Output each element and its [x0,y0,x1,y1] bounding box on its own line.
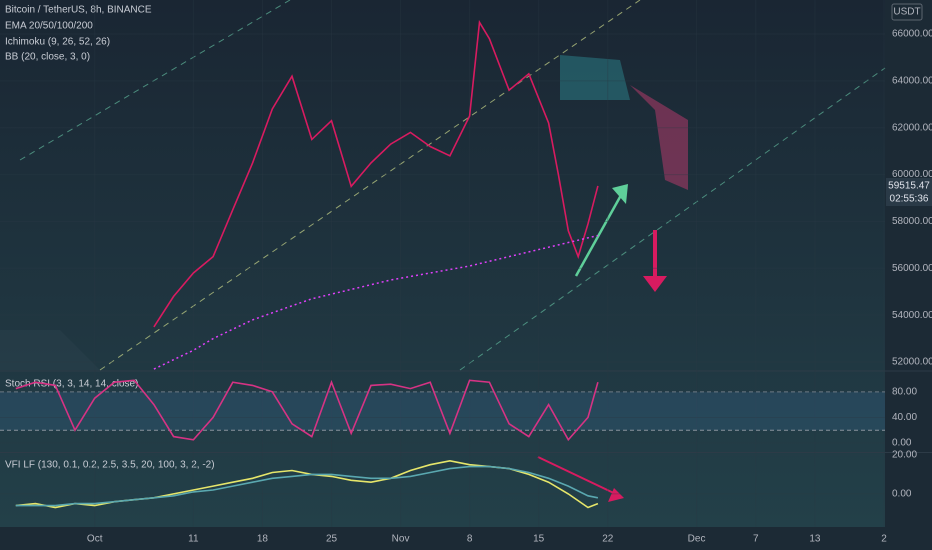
y-tick-label: 0.00 [892,438,912,449]
trend-line [19,0,291,161]
y-tick-label: 40.00 [892,412,917,423]
indicator-label[interactable]: EMA 20/50/100/200 [5,21,93,32]
x-tick-label: 8 [467,534,473,545]
x-tick-label: 2 [881,534,887,545]
bb-band [0,330,100,370]
vfi-arrow-head [608,488,624,502]
vfi-arrow [537,456,621,497]
series-line [15,379,599,442]
x-tick-label: Oct [87,534,103,545]
y-tick-label: 0.00 [892,489,912,500]
series-line [153,234,599,370]
down-arrow-head [643,276,667,292]
chart-title: Bitcoin / TetherUS, 8h, BINANCE [5,5,152,16]
y-tick-label: 56000.00 [892,263,932,274]
countdown: 02:55:36 [890,194,929,205]
indicator-label[interactable]: Ichimoku (9, 26, 52, 26) [5,37,110,48]
indicator-label[interactable]: BB (20, close, 3, 0) [5,52,90,63]
x-tick-label: 25 [326,534,338,545]
series-line [153,19,599,328]
x-tick-label: 18 [257,534,269,545]
price-axis-background [885,0,932,550]
x-tick-label: Dec [688,534,706,545]
x-tick-label: 13 [809,534,821,545]
last-price: 59515.47 [888,181,930,192]
x-tick-label: 7 [753,534,759,545]
y-tick-label: 58000.00 [892,216,932,227]
ichimoku-cloud [560,55,630,100]
ichimoku-cloud [630,85,688,190]
y-tick-label: 52000.00 [892,357,932,368]
y-tick-label: 20.00 [892,450,917,461]
y-tick-label: 64000.00 [892,75,932,86]
y-tick-label: 62000.00 [892,122,932,133]
last-price-box [886,178,932,206]
x-tick-label: 11 [188,534,199,545]
x-tick-label: Nov [392,534,410,545]
currency-box[interactable] [891,3,923,21]
plot-background [0,0,885,527]
up-arrow-head [612,184,628,204]
pane-title[interactable]: Stoch RSI (3, 3, 14, 14, close) [5,379,138,390]
y-tick-label: 54000.00 [892,310,932,321]
band-fill [0,391,885,431]
x-tick-label: 22 [602,534,614,545]
pane-title[interactable]: VFI LF (130, 0.1, 0.2, 2.5, 3.5, 20, 100… [5,460,215,471]
time-axis-background [0,527,885,550]
currency[interactable]: USDT [893,7,920,18]
y-tick-label: 60000.00 [892,169,932,180]
x-tick-label: 15 [533,534,545,545]
trend-line [459,67,886,371]
y-tick-label: 80.00 [892,386,917,397]
up-arrow [574,187,627,277]
series-line [15,465,599,507]
y-tick-label: 66000.00 [892,29,932,40]
